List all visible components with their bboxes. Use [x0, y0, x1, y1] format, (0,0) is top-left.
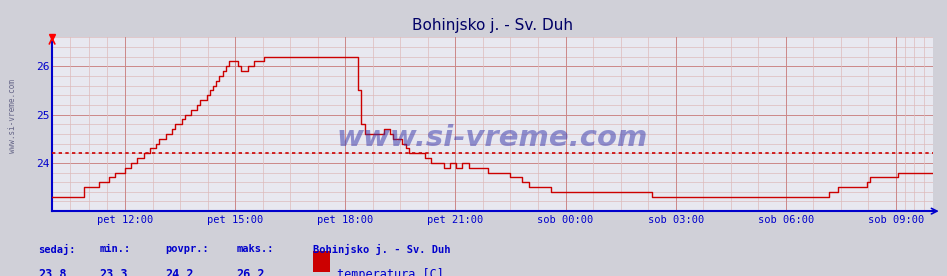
Text: 26,2: 26,2	[237, 268, 265, 276]
Text: 24,2: 24,2	[166, 268, 194, 276]
Text: www.si-vreme.com: www.si-vreme.com	[337, 124, 648, 152]
Text: www.si-vreme.com: www.si-vreme.com	[8, 79, 17, 153]
Text: maks.:: maks.:	[237, 244, 275, 254]
Text: povpr.:: povpr.:	[166, 244, 209, 254]
Title: Bohinjsko j. - Sv. Duh: Bohinjsko j. - Sv. Duh	[412, 18, 573, 33]
Text: 23,8: 23,8	[38, 268, 66, 276]
Text: Bohinjsko j. - Sv. Duh: Bohinjsko j. - Sv. Duh	[313, 244, 450, 255]
Text: 23,3: 23,3	[99, 268, 128, 276]
Text: sedaj:: sedaj:	[38, 244, 76, 255]
Text: temperatura [C]: temperatura [C]	[337, 268, 444, 276]
Text: min.:: min.:	[99, 244, 131, 254]
